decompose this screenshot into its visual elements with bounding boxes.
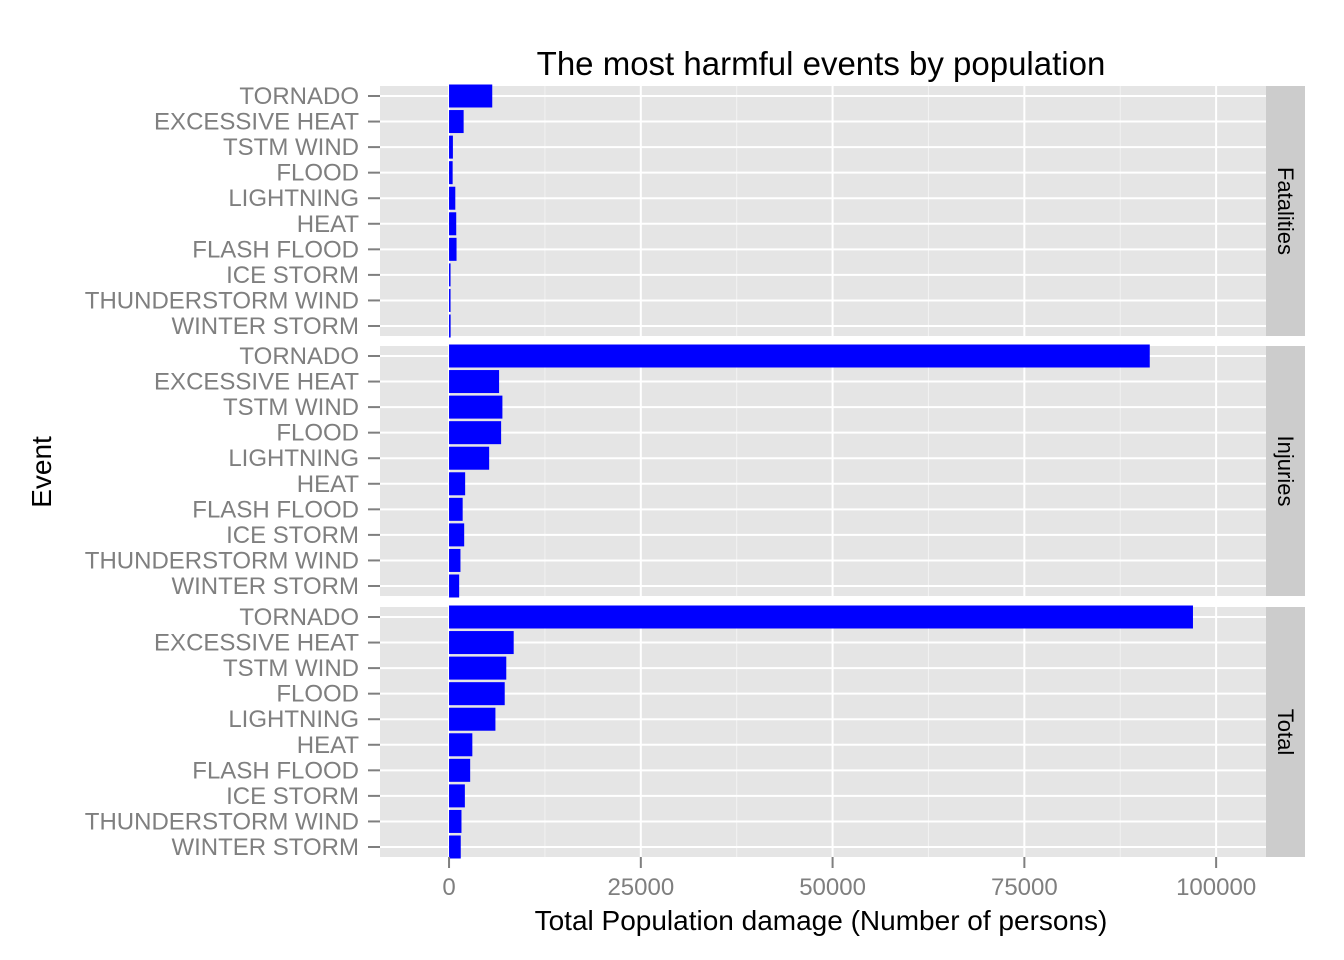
bar-2-1 [449, 631, 514, 655]
facet-strip-label: Fatalities [1273, 167, 1298, 255]
x-tick-label: 75000 [991, 874, 1058, 901]
bar-2-3 [449, 682, 505, 706]
x-axis: 0 25000 50000 75000 100000 [442, 857, 1256, 901]
y-tick-label: THUNDERSTORM WIND [85, 808, 359, 835]
y-tick-label: WINTER STORM [171, 313, 359, 340]
y-tick-label: EXCESSIVE HEAT [154, 630, 359, 657]
bar-1-9 [449, 574, 460, 598]
bar-2-9 [449, 835, 461, 859]
bar-1-3 [449, 421, 502, 445]
y-tick-label: EXCESSIVE HEAT [154, 109, 359, 136]
x-tick-label: 50000 [799, 874, 866, 901]
bar-1-4 [449, 446, 490, 470]
y-tick-label: FLOOD [276, 420, 359, 447]
y-tick-label: FLASH FLOOD [192, 236, 359, 263]
bar-0-5 [449, 212, 457, 236]
bar-1-2 [449, 395, 503, 419]
y-tick-label: ICE STORM [226, 783, 359, 810]
y-tick-label: TORNADO [239, 604, 359, 631]
y-tick-label: THUNDERSTORM WIND [85, 287, 359, 314]
y-tick-label: WINTER STORM [171, 573, 359, 600]
bar-1-8 [449, 548, 461, 572]
bar-0-1 [449, 110, 464, 134]
bar-0-4 [449, 186, 456, 210]
y-tick-label: LIGHTNING [228, 445, 359, 472]
bar-1-7 [449, 523, 465, 547]
bar-0-9 [449, 314, 451, 338]
y-tick-label: EXCESSIVE HEAT [154, 369, 359, 396]
y-tick-label: FLASH FLOOD [192, 496, 359, 523]
chart-title: The most harmful events by population [537, 45, 1106, 82]
bar-1-6 [449, 497, 463, 521]
panel-background [380, 607, 1266, 857]
bar-1-5 [449, 472, 466, 496]
bar-2-5 [449, 733, 473, 757]
bar-0-8 [449, 288, 451, 312]
bar-2-2 [449, 656, 507, 680]
bar-0-2 [449, 135, 453, 159]
bar-2-6 [449, 758, 471, 782]
bar-0-7 [449, 263, 451, 287]
y-tick-label: TORNADO [239, 83, 359, 110]
facet-strip-label: Injuries [1273, 436, 1298, 507]
x-axis-title: Total Population damage (Number of perso… [535, 905, 1108, 936]
bar-2-8 [449, 809, 462, 833]
y-tick-label: FLASH FLOOD [192, 757, 359, 784]
y-tick-label: ICE STORM [226, 262, 359, 289]
y-tick-label: HEAT [297, 732, 360, 759]
bar-2-7 [449, 784, 465, 808]
y-tick-label: FLOOD [276, 681, 359, 708]
bar-1-1 [449, 370, 500, 394]
bar-2-4 [449, 707, 496, 731]
bar-1-0 [449, 344, 1150, 368]
y-tick-label: TSTM WIND [223, 134, 359, 161]
y-tick-label: WINTER STORM [171, 834, 359, 861]
y-tick-label: FLOOD [276, 160, 359, 187]
panel-background [380, 86, 1266, 336]
y-tick-label: THUNDERSTORM WIND [85, 547, 359, 574]
panel-background [380, 346, 1266, 596]
y-tick-label: HEAT [297, 471, 360, 498]
x-tick-label: 0 [442, 874, 455, 901]
y-axis-title: Event [26, 436, 57, 508]
x-tick-label: 100000 [1176, 874, 1256, 901]
y-tick-label: LIGHTNING [228, 185, 359, 212]
bar-0-0 [449, 84, 493, 108]
x-tick-label: 25000 [607, 874, 674, 901]
y-tick-label: ICE STORM [226, 522, 359, 549]
bar-0-6 [449, 237, 457, 261]
facet-strip-label: Total [1273, 709, 1298, 755]
facet-strip [1266, 86, 1305, 336]
y-tick-label: TSTM WIND [223, 394, 359, 421]
y-tick-label: TSTM WIND [223, 655, 359, 682]
facet-strip [1266, 607, 1305, 857]
bar-0-3 [449, 161, 453, 185]
y-tick-label: TORNADO [239, 343, 359, 370]
bar-2-0 [449, 605, 1193, 629]
y-tick-label: HEAT [297, 211, 360, 238]
y-tick-label: LIGHTNING [228, 706, 359, 733]
facet-strip [1266, 346, 1305, 596]
